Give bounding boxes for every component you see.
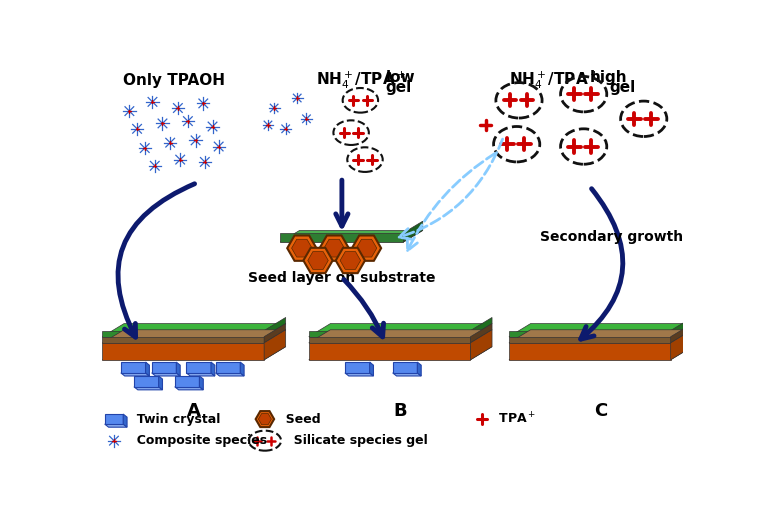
Polygon shape bbox=[309, 347, 492, 360]
Polygon shape bbox=[309, 324, 492, 337]
Polygon shape bbox=[324, 239, 345, 257]
Polygon shape bbox=[345, 373, 374, 376]
Polygon shape bbox=[393, 362, 417, 373]
Text: Seed: Seed bbox=[277, 412, 321, 426]
Polygon shape bbox=[215, 362, 240, 373]
Polygon shape bbox=[509, 331, 670, 337]
Text: Seed layer on substrate: Seed layer on substrate bbox=[248, 271, 435, 285]
Text: B: B bbox=[393, 402, 407, 420]
Polygon shape bbox=[509, 337, 670, 343]
Polygon shape bbox=[336, 248, 365, 273]
Polygon shape bbox=[151, 373, 180, 376]
Polygon shape bbox=[264, 324, 285, 343]
Polygon shape bbox=[134, 376, 158, 386]
Text: TPA$^+$: TPA$^+$ bbox=[491, 411, 537, 427]
Polygon shape bbox=[103, 331, 264, 337]
Polygon shape bbox=[103, 330, 285, 343]
Text: NH$_4^+$/TPA$^+$: NH$_4^+$/TPA$^+$ bbox=[509, 70, 599, 91]
Polygon shape bbox=[470, 317, 492, 337]
Text: NH$_4^+$/TPA$^+$: NH$_4^+$/TPA$^+$ bbox=[317, 70, 406, 91]
Text: low: low bbox=[386, 70, 416, 84]
Polygon shape bbox=[145, 362, 149, 376]
Polygon shape bbox=[264, 330, 285, 360]
Polygon shape bbox=[134, 386, 163, 390]
Polygon shape bbox=[103, 324, 285, 337]
Polygon shape bbox=[256, 411, 274, 427]
Polygon shape bbox=[175, 386, 203, 390]
Polygon shape bbox=[280, 230, 423, 242]
Polygon shape bbox=[280, 233, 403, 242]
Polygon shape bbox=[186, 362, 211, 373]
FancyArrowPatch shape bbox=[399, 139, 502, 239]
Polygon shape bbox=[309, 343, 470, 360]
Polygon shape bbox=[264, 317, 285, 337]
Polygon shape bbox=[304, 248, 333, 273]
FancyArrowPatch shape bbox=[407, 153, 495, 251]
Polygon shape bbox=[215, 373, 244, 376]
Text: gel: gel bbox=[386, 80, 412, 95]
Polygon shape bbox=[211, 362, 215, 376]
Polygon shape bbox=[175, 376, 199, 386]
Polygon shape bbox=[105, 424, 127, 427]
Polygon shape bbox=[121, 362, 145, 373]
Polygon shape bbox=[309, 331, 470, 337]
Polygon shape bbox=[403, 221, 423, 242]
Text: gel: gel bbox=[609, 80, 635, 95]
Text: Silicate species gel: Silicate species gel bbox=[285, 434, 428, 447]
Polygon shape bbox=[307, 252, 328, 269]
Polygon shape bbox=[186, 373, 215, 376]
Polygon shape bbox=[470, 324, 492, 343]
Polygon shape bbox=[352, 235, 381, 261]
Polygon shape bbox=[470, 330, 492, 360]
Polygon shape bbox=[103, 347, 285, 360]
Polygon shape bbox=[370, 362, 374, 376]
Polygon shape bbox=[509, 347, 693, 360]
Polygon shape bbox=[151, 362, 177, 373]
Polygon shape bbox=[105, 414, 123, 424]
Polygon shape bbox=[393, 373, 421, 376]
Polygon shape bbox=[509, 343, 670, 360]
Polygon shape bbox=[123, 414, 127, 427]
Polygon shape bbox=[287, 235, 317, 261]
Polygon shape bbox=[309, 337, 470, 343]
Polygon shape bbox=[509, 324, 693, 337]
Polygon shape bbox=[309, 330, 492, 343]
Polygon shape bbox=[417, 362, 421, 376]
Polygon shape bbox=[670, 324, 693, 343]
Polygon shape bbox=[670, 330, 693, 360]
Polygon shape bbox=[103, 343, 264, 360]
Text: Twin crystal: Twin crystal bbox=[128, 412, 220, 426]
Polygon shape bbox=[291, 239, 312, 257]
Text: Only TPAOH: Only TPAOH bbox=[123, 73, 225, 88]
Text: A: A bbox=[187, 402, 201, 420]
Polygon shape bbox=[199, 376, 203, 390]
Polygon shape bbox=[240, 362, 244, 376]
Text: Secondary growth: Secondary growth bbox=[540, 230, 683, 243]
Polygon shape bbox=[509, 330, 693, 343]
Polygon shape bbox=[121, 373, 149, 376]
Polygon shape bbox=[345, 362, 370, 373]
Polygon shape bbox=[259, 413, 272, 425]
Text: Composite species: Composite species bbox=[128, 434, 267, 447]
Text: high: high bbox=[590, 70, 628, 84]
Polygon shape bbox=[103, 337, 264, 343]
Polygon shape bbox=[177, 362, 180, 376]
Polygon shape bbox=[320, 235, 349, 261]
Polygon shape bbox=[158, 376, 163, 390]
Polygon shape bbox=[670, 317, 693, 337]
Text: C: C bbox=[594, 402, 607, 420]
Polygon shape bbox=[340, 252, 361, 269]
Polygon shape bbox=[356, 239, 377, 257]
